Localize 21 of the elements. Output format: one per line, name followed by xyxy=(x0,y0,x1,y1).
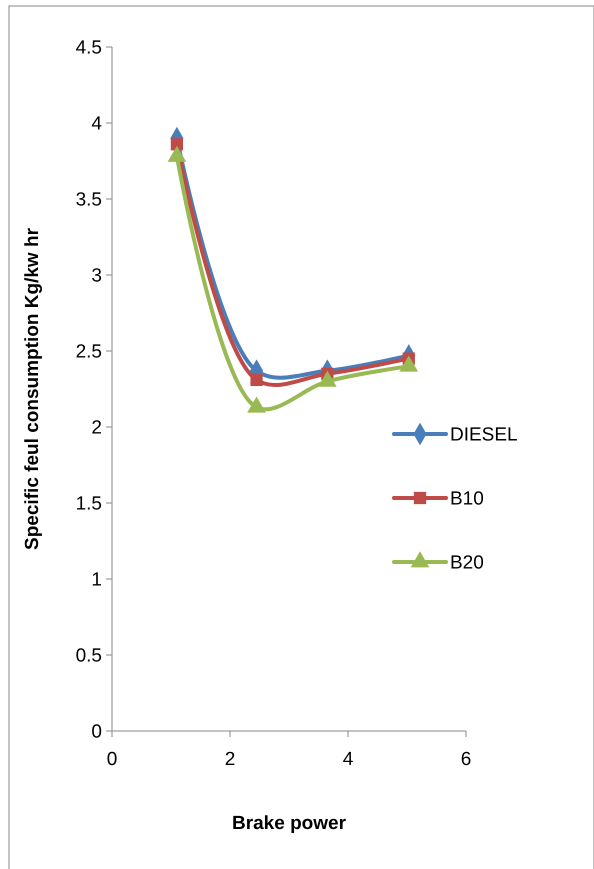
y-tick-label: 3 xyxy=(91,266,102,287)
x-tick-label: 0 xyxy=(106,749,118,770)
y-tick-label: 3.5 xyxy=(76,190,102,211)
point xyxy=(250,374,263,386)
y-axis-title: Specific feul consumption Kg/kw hr xyxy=(22,227,43,550)
x-tick-label: 6 xyxy=(460,749,472,770)
legend-label: DIESEL xyxy=(450,424,518,446)
y-tick-label: 2 xyxy=(91,418,102,439)
legend-label: B10 xyxy=(450,488,484,510)
legend-label: B20 xyxy=(450,552,484,574)
y-tick-label: 4 xyxy=(91,114,102,135)
x-axis-title: Brake power xyxy=(232,813,347,834)
point xyxy=(170,138,184,150)
y-tick-label: 1.5 xyxy=(76,494,102,515)
x-tick-label: 2 xyxy=(224,749,236,770)
y-tick-label: 1 xyxy=(91,570,102,591)
y-tick-label: 0.5 xyxy=(76,646,102,667)
y-tick-label: 4.5 xyxy=(76,38,102,59)
y-tick-label: 2.5 xyxy=(76,342,102,363)
y-tick-label: 0 xyxy=(91,722,102,743)
x-tick-label: 4 xyxy=(342,749,354,770)
